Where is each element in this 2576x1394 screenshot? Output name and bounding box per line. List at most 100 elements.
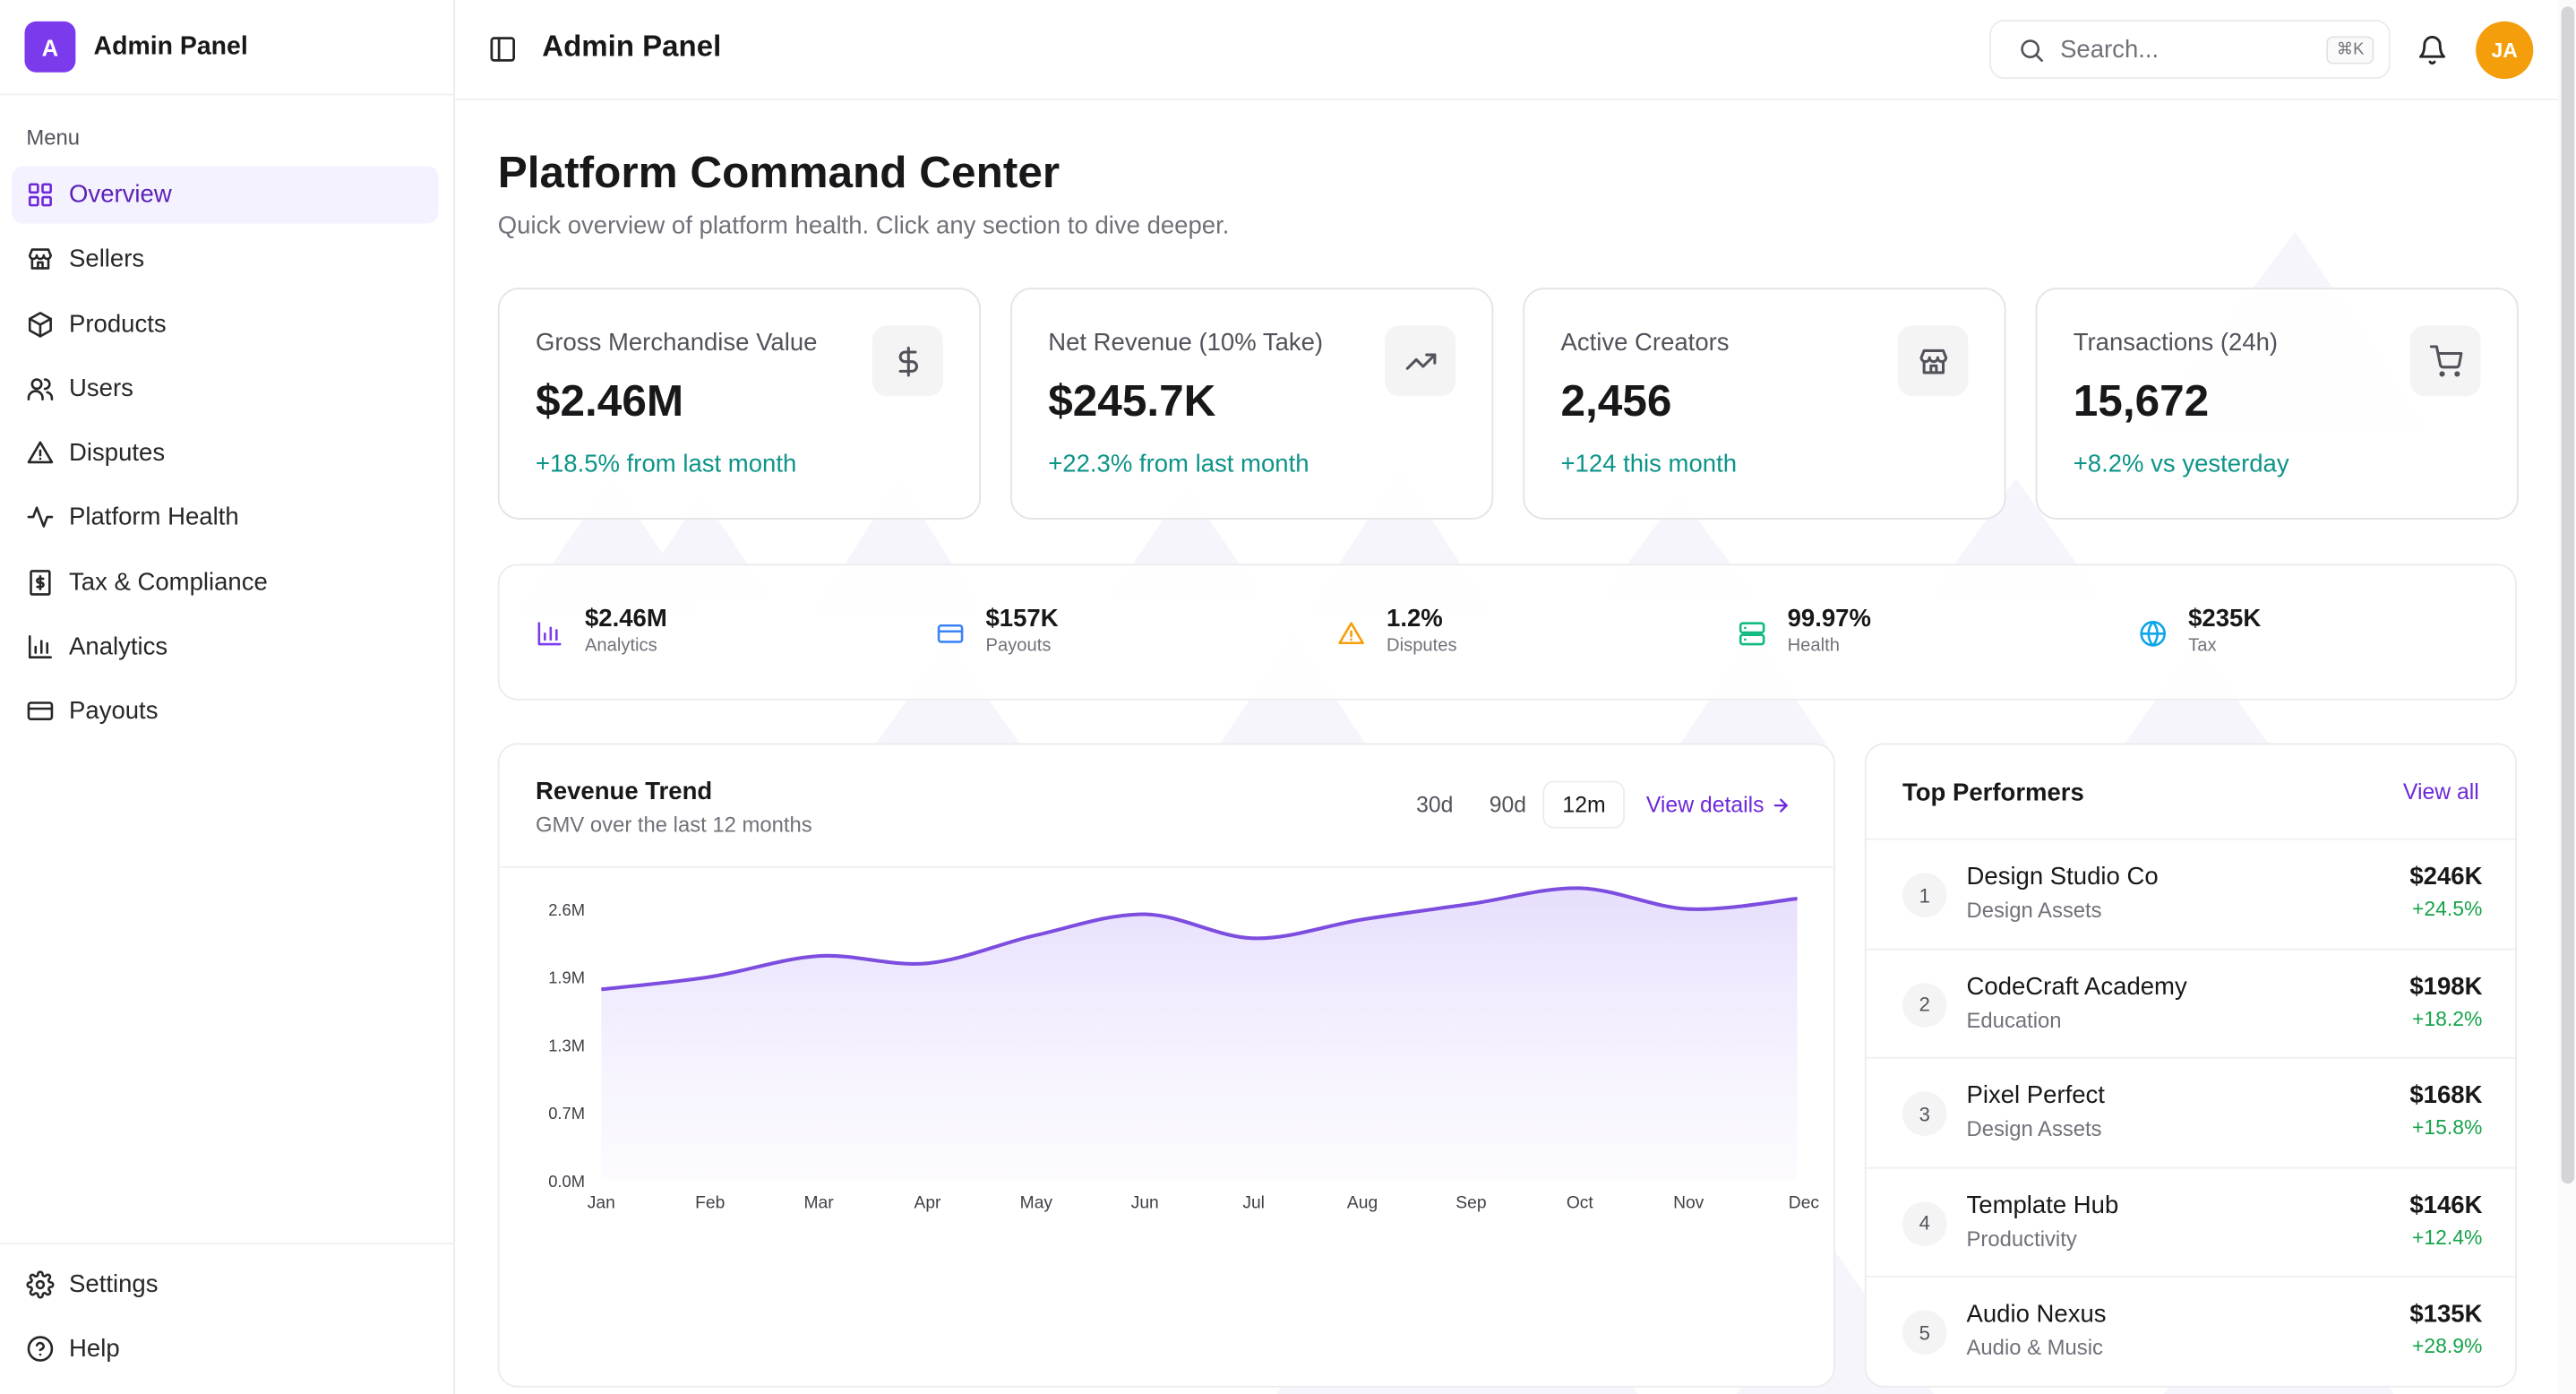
x-tick-label: Aug (1347, 1194, 1378, 1213)
help-circle-icon (27, 1336, 54, 1363)
performer-amount: $135K (2409, 1300, 2483, 1329)
stat-card-net-revenue[interactable]: Net Revenue (10% Take) $245.7K +22.3% fr… (1010, 288, 1494, 520)
sidebar-item-settings[interactable]: Settings (12, 1256, 439, 1313)
menu-label: Menu (26, 125, 81, 150)
metric-value: 99.97% (1787, 605, 1871, 633)
metric-value: $2.46M (584, 605, 667, 633)
stat-icon-box (1385, 325, 1456, 397)
performer-row[interactable]: 1 Design Studio Co Design Assets $246K +… (1866, 838, 2516, 948)
brand[interactable]: A Admin Panel (0, 0, 454, 96)
sidebar-item-sellers[interactable]: Sellers (12, 230, 439, 288)
range-90d-button[interactable]: 90d (1489, 792, 1527, 817)
range-12m-button[interactable]: 12m (1544, 782, 1624, 827)
page-subtitle: Quick overview of platform health. Click… (497, 211, 1230, 240)
sidebar-nav: Overview Sellers Products Users Disputes… (11, 166, 439, 747)
stat-icon-box (872, 325, 943, 397)
stat-label: Gross Merchandise Value (535, 328, 818, 357)
metric-payouts[interactable]: $157K Payouts (936, 605, 1059, 656)
sidebar-toggle-icon[interactable] (488, 35, 518, 65)
performer-name: CodeCraft Academy (1966, 972, 2187, 1001)
trending-up-icon (1404, 352, 1436, 369)
sidebar-item-label: Tax & Compliance (69, 568, 268, 597)
y-tick-label: 0.0M (548, 1172, 585, 1191)
stat-change: +8.2% vs yesterday (2073, 450, 2289, 478)
sidebar: A Admin Panel Menu Overview Sellers Prod… (0, 0, 456, 1394)
performer-row[interactable]: 5 Audio Nexus Audio & Music $135K +28.9% (1866, 1275, 2516, 1385)
stat-card-active-creators[interactable]: Active Creators 2,456 +124 this month (1523, 288, 2006, 520)
sidebar-item-help[interactable]: Help (12, 1321, 439, 1378)
sidebar-item-label: Overview (69, 180, 172, 210)
performer-row[interactable]: 2 CodeCraft Academy Education $198K +18.… (1866, 947, 2516, 1057)
sidebar-item-label: Disputes (69, 439, 166, 468)
scrollbar-thumb[interactable] (2561, 6, 2575, 1184)
view-details-link[interactable]: View details (1646, 792, 1790, 817)
bell-icon[interactable] (2417, 35, 2448, 66)
stat-icon-box (2409, 325, 2481, 397)
sidebar-item-platform-health[interactable]: Platform Health (12, 489, 439, 546)
performer-growth: +15.8% (2412, 1115, 2483, 1140)
x-tick-label: Jan (588, 1194, 615, 1213)
stat-value: $245.7K (1048, 376, 1216, 426)
stat-icon-box (1897, 325, 1969, 397)
brand-name: Admin Panel (93, 31, 248, 60)
x-tick-label: May (1020, 1194, 1053, 1213)
performer-category: Design Assets (1966, 897, 2102, 923)
top-header: Admin Panel Search... ⌘K JA (455, 0, 2558, 100)
sidebar-item-label: Products (69, 310, 167, 339)
activity-icon (27, 507, 54, 529)
sidebar-item-overview[interactable]: Overview (11, 166, 439, 224)
main-content: Platform Command Center Quick overview o… (455, 100, 2558, 1394)
performer-row[interactable]: 4 Template Hub Productivity $146K +12.4% (1866, 1166, 2516, 1276)
avatar[interactable]: JA (2476, 21, 2534, 80)
view-all-link[interactable]: View all (2402, 779, 2479, 805)
performer-rank: 3 (1902, 1091, 1947, 1136)
performer-rank: 5 (1902, 1310, 1947, 1355)
sidebar-item-disputes[interactable]: Disputes (12, 425, 439, 482)
stat-change: +22.3% from last month (1048, 450, 1309, 478)
stat-card-transactions[interactable]: Transactions (24h) 15,672 +8.2% vs yeste… (2035, 288, 2519, 520)
sidebar-bottom-nav: Settings Help (12, 1256, 439, 1385)
sidebar-divider (0, 1243, 456, 1245)
sidebar-item-tax-compliance[interactable]: Tax & Compliance (12, 554, 439, 611)
gear-icon (26, 1270, 55, 1299)
performer-growth: +24.5% (2412, 897, 2483, 921)
metric-health[interactable]: 99.97% Health (1739, 605, 1871, 656)
dollar-icon (897, 345, 918, 376)
performer-rank: 2 (1902, 982, 1947, 1027)
range-30d-button[interactable]: 30d (1416, 792, 1454, 817)
arrow-right-icon (1773, 797, 1788, 812)
chart-title: Revenue Trend (535, 777, 713, 806)
page-title: Platform Command Center (497, 148, 1060, 198)
metric-value: $157K (985, 605, 1059, 633)
metrics-strip: $2.46M Analytics $157K Payouts 1.2% Disp… (497, 564, 2517, 701)
metric-analytics[interactable]: $2.46M Analytics (536, 605, 667, 656)
metric-label: Health (1787, 636, 1840, 657)
revenue-trend-card: Revenue Trend GMV over the last 12 month… (497, 743, 1835, 1388)
sidebar-item-analytics[interactable]: Analytics (12, 618, 439, 675)
grid-icon (28, 183, 52, 207)
stat-card-gmv[interactable]: Gross Merchandise Value $2.46M +18.5% fr… (497, 288, 982, 520)
performer-row[interactable]: 3 Pixel Perfect Design Assets $168K +15.… (1866, 1056, 2516, 1166)
warning-icon (1338, 622, 1364, 645)
performer-name: Audio Nexus (1966, 1300, 2107, 1329)
header-title: Admin Panel (542, 30, 722, 63)
metric-tax[interactable]: $235K Tax (2139, 605, 2261, 656)
chart-divider (499, 865, 1833, 868)
receipt-dollar-icon (30, 569, 51, 596)
globe-icon (2140, 621, 2166, 647)
sidebar-item-products[interactable]: Products (12, 296, 439, 353)
x-tick-label: Jul (1242, 1194, 1265, 1213)
sidebar-item-users[interactable]: Users (12, 360, 439, 417)
stat-change: +124 this month (1560, 450, 1738, 478)
performers-list: 1 Design Studio Co Design Assets $246K +… (1866, 838, 2516, 1385)
users-icon (27, 378, 54, 400)
performer-growth: +18.2% (2412, 1006, 2483, 1030)
x-tick-label: Oct (1567, 1194, 1594, 1213)
store-icon (28, 248, 52, 271)
metric-disputes[interactable]: 1.2% Disputes (1337, 605, 1457, 656)
search-input[interactable]: Search... ⌘K (1989, 20, 2391, 80)
sidebar-item-payouts[interactable]: Payouts (12, 683, 439, 740)
top-performers-card: Top Performers View all 1 Design Studio … (1864, 743, 2517, 1388)
sidebar-item-label: Payouts (69, 697, 159, 726)
